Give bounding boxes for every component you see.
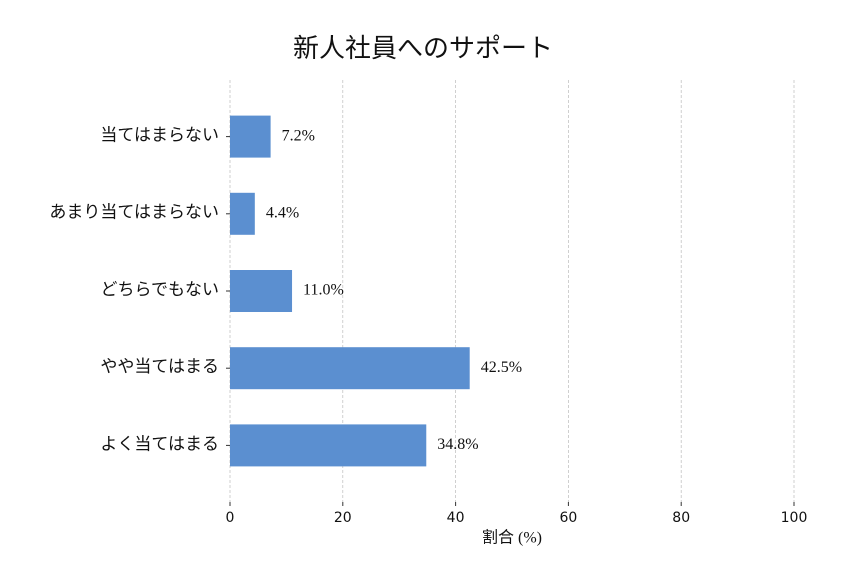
y-tick-label: よく当てはまる — [100, 434, 219, 453]
value-label: 7.2% — [282, 127, 315, 144]
value-label: 34.8% — [437, 436, 478, 453]
value-label: 42.5% — [481, 359, 522, 376]
bar — [230, 192, 255, 235]
y-tick-label: あまり当てはまらない — [49, 203, 219, 222]
y-tick-label: どちらでもない — [101, 280, 220, 299]
y-tick-label: 当てはまらない — [100, 126, 219, 145]
x-axis-label: 割合 (%) — [482, 529, 542, 547]
x-tick-label: 100 — [781, 510, 808, 526]
chart-title: 新人社員へのサポート — [293, 34, 553, 63]
y-tick-label: やや当てはまる — [100, 357, 219, 376]
bar — [230, 270, 293, 312]
x-tick-label: 20 — [334, 510, 352, 526]
bar — [230, 115, 271, 158]
bar — [230, 424, 427, 467]
x-tick-label: 40 — [447, 510, 465, 526]
x-tick-label: 80 — [672, 510, 690, 526]
x-tick-label: 60 — [559, 510, 577, 526]
x-tick-label: 0 — [226, 510, 235, 526]
bar — [230, 347, 470, 390]
value-label: 11.0% — [303, 282, 344, 299]
value-label: 4.4% — [266, 204, 299, 221]
